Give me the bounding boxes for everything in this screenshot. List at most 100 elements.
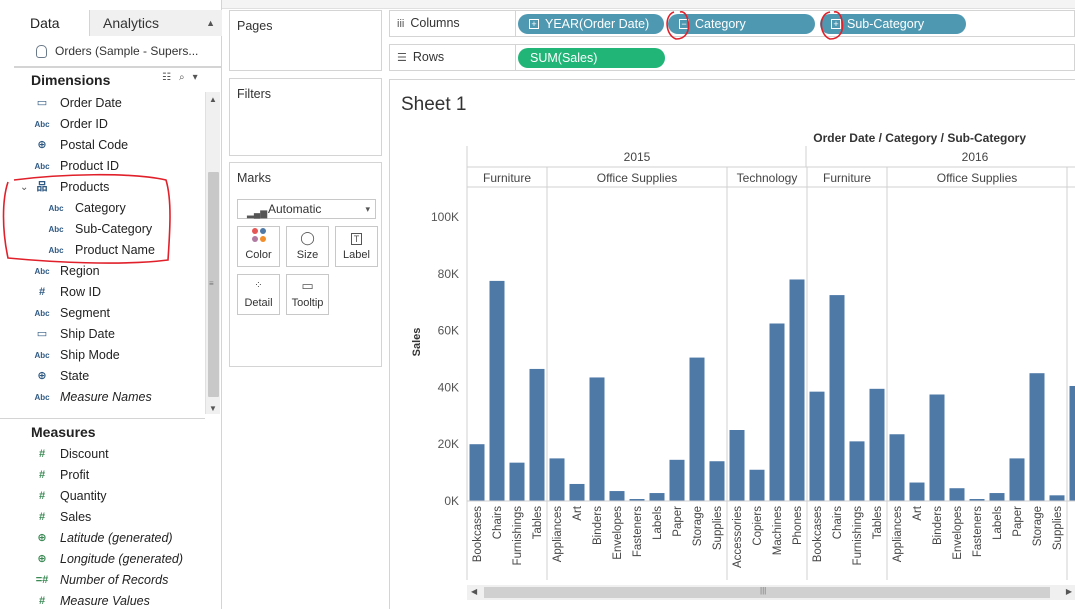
field-item[interactable]: Abc Measure Names — [0, 387, 205, 408]
rows-shelf[interactable]: ☰ Rows SUM(Sales) — [389, 44, 1075, 71]
scroll-left-arrow-icon[interactable]: ◀ — [471, 587, 478, 596]
color-button[interactable]: Color — [237, 226, 280, 267]
field-item[interactable]: Abc Product ID — [0, 156, 205, 177]
field-item[interactable]: Abc Product Name — [0, 240, 205, 261]
field-item[interactable]: ⊕ Latitude (generated) — [0, 528, 205, 549]
hash-icon: # — [38, 286, 46, 298]
field-item[interactable]: # Measure Values — [0, 591, 205, 609]
field-item[interactable]: Abc Order ID — [0, 114, 205, 135]
field-item[interactable]: Abc Region — [0, 261, 205, 282]
view-list-icon[interactable]: ☷ — [162, 72, 179, 83]
field-item[interactable]: Abc Category — [0, 198, 205, 219]
dropdown-caret-icon[interactable]: ▾ — [192, 72, 206, 83]
scroll-down-arrow-icon[interactable]: ▼ — [209, 404, 217, 413]
datasource-item[interactable]: Orders (Sample - Supers... — [0, 38, 222, 64]
scroll-right-arrow-icon[interactable]: ▶ — [1065, 587, 1072, 596]
field-item[interactable]: # Profit — [0, 465, 205, 486]
tab-analytics[interactable]: Analytics ▲ — [90, 10, 222, 36]
x-tick-label: Binders — [932, 506, 944, 545]
bar — [869, 388, 885, 501]
field-item[interactable]: Abc Ship Mode — [0, 345, 205, 366]
pill-category[interactable]: − Category — [668, 14, 815, 34]
dimension-tools: ☷⌕▾ — [162, 72, 206, 83]
bar — [709, 461, 725, 501]
bar — [1029, 373, 1045, 501]
tab-data[interactable]: Data — [0, 10, 90, 36]
y-tick-label: 100K — [431, 210, 459, 224]
size-button[interactable]: ◯ Size — [286, 226, 329, 267]
bar — [969, 499, 985, 501]
pill-year-order-date[interactable]: + YEAR(Order Date) — [518, 14, 664, 34]
x-tick-label: Tables — [872, 506, 884, 539]
bar — [609, 491, 625, 501]
datasource-label: Orders (Sample - Supers... — [55, 44, 199, 58]
marks-title: Marks — [237, 171, 272, 185]
bar — [809, 391, 825, 501]
abc-icon: Abc — [34, 267, 50, 276]
bar — [989, 493, 1005, 501]
field-item[interactable]: ⊕ Longitude (generated) — [0, 549, 205, 570]
horizontal-scrollbar[interactable]: ◀ ||| ▶ — [467, 585, 1075, 600]
bar — [729, 430, 745, 501]
rows-label: Rows — [412, 50, 445, 64]
x-tick-label: Fasteners — [632, 506, 644, 557]
field-item[interactable]: ▭ Order Date — [0, 93, 205, 114]
detail-icon: ⁘ — [254, 280, 263, 291]
pill-label: Sub-Category — [847, 17, 925, 31]
dimensions-title: Dimensions — [31, 72, 111, 88]
label-button[interactable]: T Label — [335, 226, 378, 267]
field-item[interactable]: # Discount — [0, 444, 205, 465]
year-header: 2016 — [962, 150, 989, 164]
expand-plus-icon[interactable]: + — [831, 19, 841, 29]
pill-sub-category[interactable]: + Sub-Category — [820, 14, 966, 34]
pill-sum-sales[interactable]: SUM(Sales) — [518, 48, 665, 68]
columns-label: Columns — [410, 16, 460, 30]
field-item[interactable]: =# Number of Records — [0, 570, 205, 591]
globe-icon: ⊕ — [37, 553, 47, 565]
field-item[interactable]: # Quantity — [0, 486, 205, 507]
x-tick-label: Storage — [1032, 506, 1044, 546]
x-tick-label: Paper — [1012, 506, 1024, 537]
detail-label: Detail — [244, 297, 273, 309]
field-label: Sub-Category — [75, 222, 153, 236]
detail-button[interactable]: ⁘ Detail — [237, 274, 280, 315]
x-tick-label: Envelopes — [952, 506, 964, 560]
mark-type-dropdown[interactable]: ▂▄▆ Automatic ▾ — [237, 199, 376, 219]
x-tick-label: Paper — [672, 506, 684, 537]
expand-plus-icon[interactable]: + — [529, 19, 539, 29]
columns-shelf[interactable]: iii Columns + YEAR(Order Date) − Category… — [389, 10, 1075, 40]
search-icon[interactable]: ⌕ — [178, 72, 193, 83]
x-tick-label: Art — [912, 505, 924, 521]
field-item[interactable]: # Sales — [0, 507, 205, 528]
bar — [489, 280, 505, 501]
field-item[interactable]: ⊕ State — [0, 366, 205, 387]
pill-label: SUM(Sales) — [530, 51, 598, 65]
tab-analytics-label: Analytics — [103, 15, 160, 31]
dimensions-scrollbar[interactable]: ▲ ≡ ▼ — [205, 92, 220, 414]
field-label: Ship Date — [60, 327, 115, 341]
field-item[interactable]: ⌄ 品 Products — [0, 177, 205, 198]
field-item[interactable]: ⊕ Postal Code — [0, 135, 205, 156]
x-tick-label: Supplies — [712, 506, 724, 550]
collapse-chevron-icon[interactable]: ⌄ — [20, 182, 29, 193]
scroll-up-arrow-icon[interactable]: ▲ — [209, 95, 217, 104]
abc-icon: Abc — [34, 162, 50, 171]
x-tick-label: Furnishings — [512, 506, 524, 566]
field-item[interactable]: ▭ Ship Date — [0, 324, 205, 345]
field-item[interactable]: Abc Sub-Category — [0, 219, 205, 240]
pages-card[interactable]: Pages — [229, 10, 382, 71]
scroll-thumb[interactable] — [208, 172, 219, 397]
field-item[interactable]: Abc Segment — [0, 303, 205, 324]
tooltip-button[interactable]: ▭ Tooltip — [286, 274, 329, 315]
chevron-down-icon: ▾ — [365, 204, 370, 214]
x-tick-label: Art — [572, 505, 584, 521]
tab-menu-caret-icon[interactable]: ▲ — [206, 18, 215, 28]
bar — [689, 357, 705, 501]
filters-card[interactable]: Filters — [229, 78, 382, 156]
field-label: Sales — [60, 510, 92, 524]
tooltip-icon: ▭ — [301, 278, 314, 293]
category-header: Furniture — [483, 171, 531, 185]
abc-icon: Abc — [34, 351, 50, 360]
field-item[interactable]: # Row ID — [0, 282, 205, 303]
horizontal-scroll-thumb[interactable] — [484, 587, 1050, 598]
